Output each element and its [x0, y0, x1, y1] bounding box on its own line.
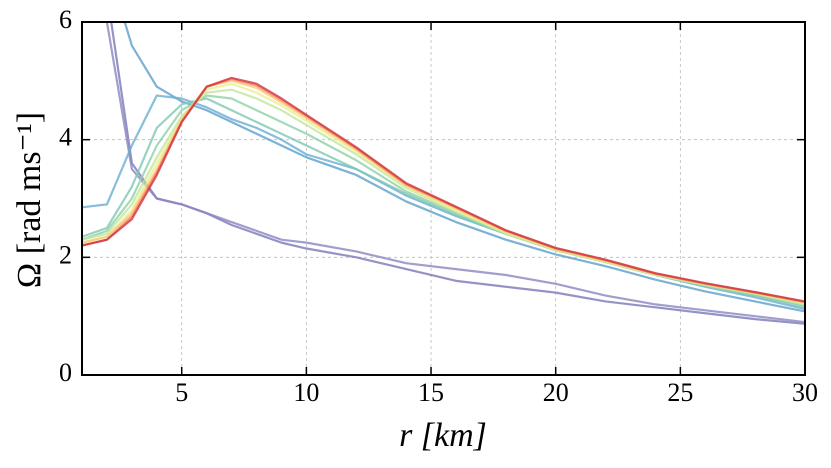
series-line — [123, 22, 805, 313]
x-tick-label: 15 — [418, 378, 444, 407]
series-line — [82, 82, 805, 305]
x-tick-label: 30 — [792, 378, 818, 407]
lines — [82, 22, 805, 325]
plot-frame — [81, 21, 806, 376]
x-tick-label: 25 — [667, 378, 693, 407]
y-tick-label: 2 — [59, 240, 72, 269]
x-tick-label: 20 — [543, 378, 569, 407]
ticks: 5 10 15 20 25 30 0 2 4 6 — [59, 5, 818, 407]
series-line — [110, 22, 805, 325]
series-line — [82, 88, 805, 306]
x-tick-label: 5 — [175, 378, 188, 407]
y-tick-label: 6 — [59, 5, 72, 34]
grid — [82, 21, 806, 376]
y-axis-label: Ω [rad ms⁻¹] — [11, 112, 48, 288]
y-tick-label: 4 — [59, 123, 72, 152]
x-axis-label: r [km] — [399, 417, 487, 454]
series-line — [82, 79, 805, 304]
y-tick-label: 0 — [59, 358, 72, 387]
x-tick-label: 10 — [293, 378, 319, 407]
series-line — [82, 76, 805, 303]
series-line — [105, 22, 805, 324]
